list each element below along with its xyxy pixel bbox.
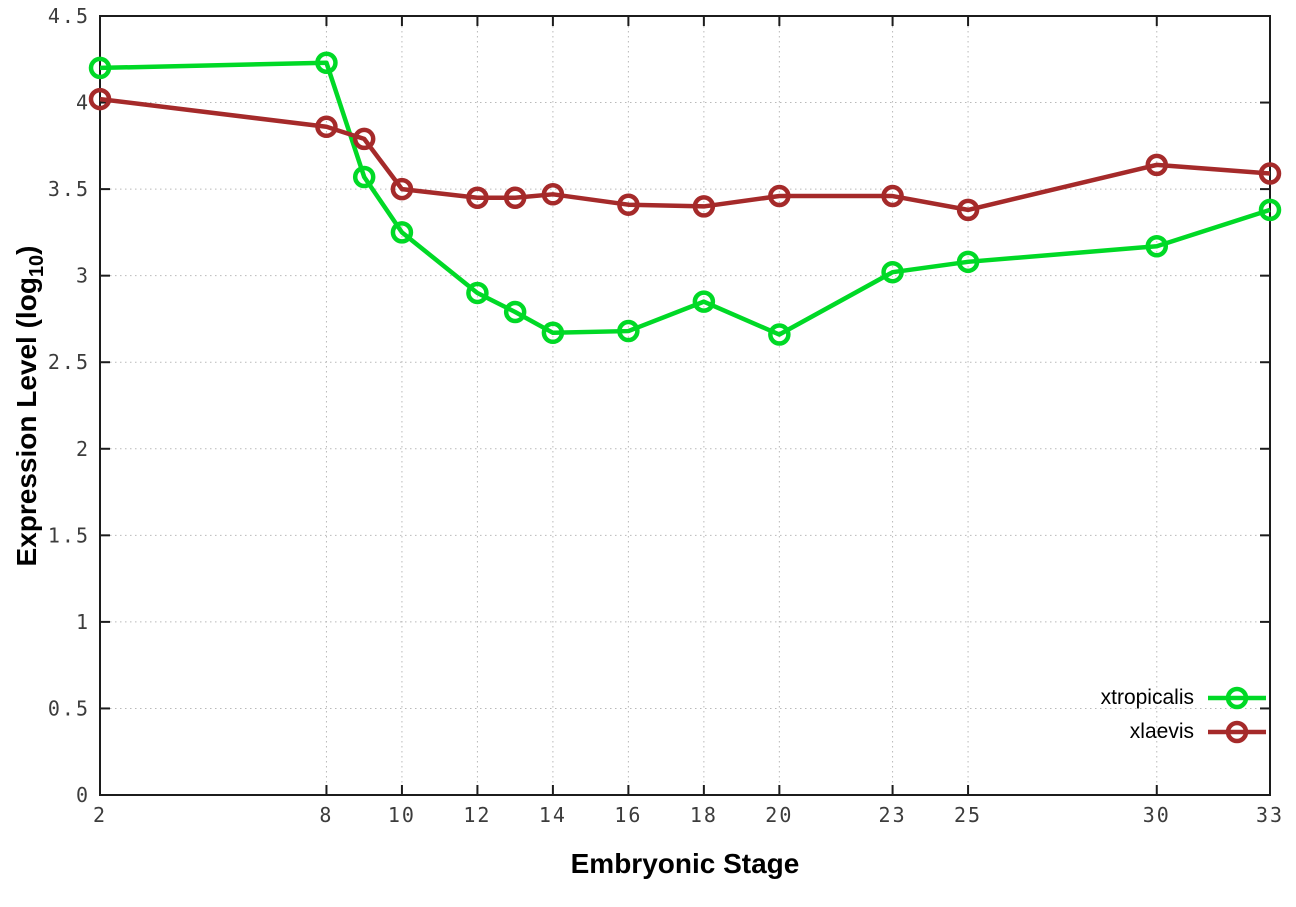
legend: xtropicalis xlaevis	[1101, 683, 1266, 747]
data-point-xtropicalis	[466, 281, 489, 305]
y-tick-label: 2	[76, 437, 90, 461]
data-point-xtropicalis	[390, 221, 414, 244]
data-point-xtropicalis	[315, 51, 338, 74]
x-tick-label: 25	[954, 803, 982, 827]
y-axis-title-close: )	[11, 245, 43, 255]
data-point-xlaevis	[1145, 153, 1169, 177]
y-tick-label: 4.5	[48, 4, 90, 28]
open-circle-icon	[1225, 720, 1249, 744]
legend-item-xlaevis: xlaevis	[1101, 717, 1266, 747]
x-tick-label: 14	[539, 803, 567, 827]
open-circle-icon	[1225, 686, 1249, 710]
x-tick-label: 30	[1143, 803, 1171, 827]
y-axis-title: Expression Level (log10)	[11, 246, 49, 567]
x-tick-label: 2	[93, 803, 107, 827]
data-point-xlaevis	[881, 184, 904, 208]
y-tick-label: 0.5	[48, 696, 90, 720]
data-point-xtropicalis	[541, 321, 565, 345]
data-point-xlaevis	[315, 115, 338, 139]
x-tick-label: 23	[879, 803, 907, 827]
data-point-xtropicalis	[1258, 198, 1282, 222]
data-point-xlaevis	[956, 198, 980, 222]
x-tick-label: 10	[388, 803, 416, 827]
y-axis-title-subscript: 10	[25, 254, 48, 278]
data-point-xlaevis	[1258, 162, 1282, 185]
data-point-xtropicalis	[1145, 234, 1169, 258]
y-tick-label: 0	[76, 783, 90, 807]
y-tick-label: 3	[76, 264, 90, 288]
data-point-xlaevis	[503, 186, 527, 210]
x-tick-label: 18	[690, 803, 718, 827]
legend-label-xtropicalis: xtropicalis	[1100, 686, 1194, 709]
data-point-xlaevis	[768, 184, 791, 208]
data-point-xtropicalis	[617, 319, 640, 343]
data-point-xtropicalis	[881, 260, 904, 284]
data-point-xlaevis	[617, 193, 640, 216]
data-point-xtropicalis	[503, 300, 527, 324]
x-tick-label: 33	[1256, 803, 1284, 827]
plot-frame	[99, 15, 1271, 796]
x-tick-label: 8	[319, 803, 333, 827]
y-tick-label: 3.5	[48, 177, 90, 201]
data-point-xlaevis	[390, 177, 414, 201]
y-tick-label: 1.5	[48, 523, 90, 547]
data-point-xtropicalis	[352, 165, 376, 189]
x-tick-label: 16	[614, 803, 642, 827]
legend-marker-xlaevis	[1208, 720, 1266, 744]
y-tick-label: 4	[76, 91, 90, 115]
data-point-xtropicalis	[88, 56, 112, 80]
data-point-xtropicalis	[768, 323, 791, 346]
data-point-xlaevis	[541, 183, 565, 206]
data-point-xlaevis	[352, 127, 376, 151]
y-tick-label: 2.5	[48, 350, 90, 374]
series-line-xtropicalis	[99, 60, 1271, 337]
data-point-xtropicalis	[956, 250, 980, 274]
y-axis-title-main: Expression Level (log	[11, 277, 43, 567]
legend-label-xlaevis: xlaevis	[1129, 720, 1194, 743]
legend-marker-xtropicalis	[1208, 686, 1266, 710]
series-line-xlaevis	[99, 96, 1271, 213]
legend-item-xtropicalis: xtropicalis	[1101, 683, 1266, 713]
y-tick-label: 1	[76, 610, 90, 634]
data-point-xlaevis	[88, 87, 112, 111]
data-point-xlaevis	[692, 195, 716, 218]
data-point-xlaevis	[466, 186, 489, 210]
x-tick-label: 20	[765, 803, 793, 827]
data-point-xtropicalis	[692, 290, 716, 313]
x-axis-title: Embryonic Stage	[570, 848, 800, 879]
x-tick-label: 12	[463, 803, 491, 827]
